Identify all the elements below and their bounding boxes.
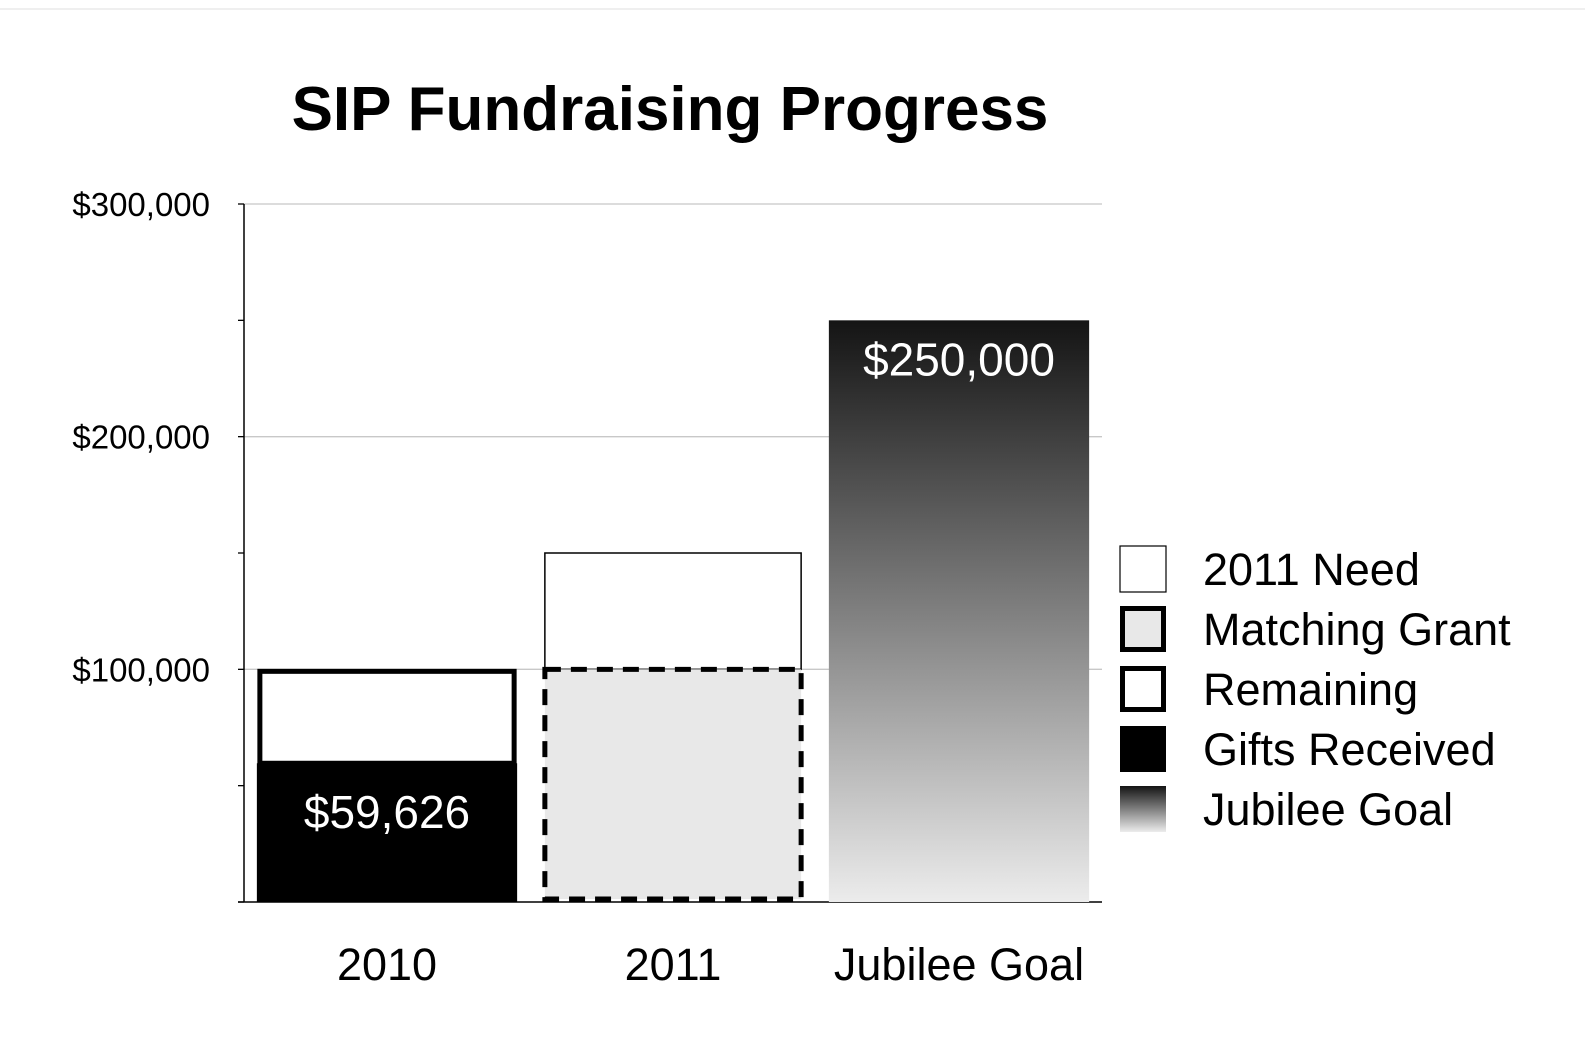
legend-swatch xyxy=(1119,545,1167,593)
legend-label: Matching Grant xyxy=(1203,604,1511,655)
bar-gifts-received xyxy=(256,763,518,902)
x-tick-label: 2011 xyxy=(625,939,722,990)
y-tick-label: $300,000 xyxy=(72,186,210,223)
bar-2011-need xyxy=(544,552,802,671)
bar-jubilee-goal xyxy=(828,320,1090,902)
legend-swatch xyxy=(1120,666,1166,712)
data-label: $250,000 xyxy=(863,333,1055,385)
legend-swatch xyxy=(1120,786,1166,832)
bars xyxy=(256,320,1090,902)
legend-label: Jubilee Goal xyxy=(1203,784,1453,835)
legend-swatch xyxy=(1120,606,1166,652)
legend-swatch xyxy=(1120,726,1166,772)
legend-label: 2011 Need xyxy=(1203,544,1420,595)
x-tick-label: Jubilee Goal xyxy=(834,939,1084,990)
y-tick-label: $200,000 xyxy=(72,419,210,456)
data-label: $59,626 xyxy=(304,786,470,838)
bar-matching-grant xyxy=(542,666,804,902)
y-tick-label: $100,000 xyxy=(72,651,210,688)
legend-label: Remaining xyxy=(1203,664,1418,715)
category-labels: 2010 2011 Jubilee Goal xyxy=(337,939,1084,990)
x-tick-label: 2010 xyxy=(337,939,437,990)
chart-title: SIP Fundraising Progress xyxy=(292,75,1049,144)
data-labels: $59,626 $250,000 xyxy=(304,333,1055,837)
bar-remaining xyxy=(257,668,517,766)
legend: 2011 Need Matching Grant Remaining Gifts Re… xyxy=(1119,544,1511,835)
legend-label: Gifts Received xyxy=(1203,724,1496,775)
